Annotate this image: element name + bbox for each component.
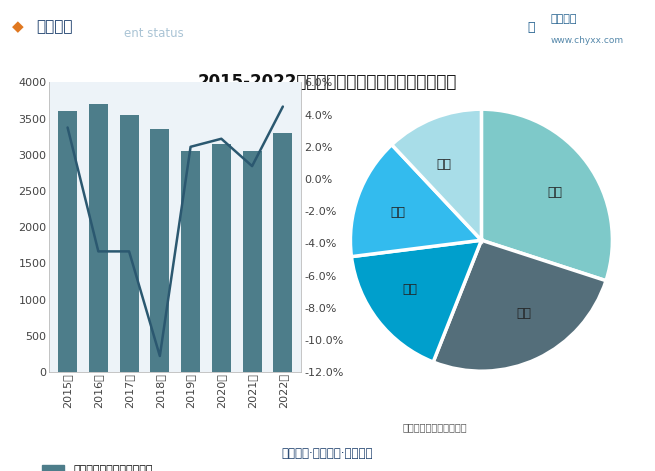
Bar: [181, 151, 200, 372]
Bar: [212, 144, 231, 372]
Text: 2015-2022年全球科学仪器市场规模及区域分布: 2015-2022年全球科学仪器市场规模及区域分布: [198, 73, 457, 91]
Wedge shape: [350, 145, 481, 257]
Bar: [242, 151, 261, 372]
Wedge shape: [433, 240, 606, 371]
Text: ent status: ent status: [124, 27, 184, 40]
Wedge shape: [352, 240, 481, 362]
Text: 其他: 其他: [547, 186, 562, 199]
Bar: [58, 112, 77, 372]
Text: 资料来源：智研咨询整理: 资料来源：智研咨询整理: [403, 422, 468, 432]
Legend: 科学仪器市场规模：亿美元, 增速（%）: 科学仪器市场规模：亿美元, 增速（%）: [42, 464, 153, 471]
Text: 日本: 日本: [436, 158, 451, 171]
Text: 🏢: 🏢: [527, 21, 534, 34]
Text: www.chyxx.com: www.chyxx.com: [550, 35, 624, 45]
Text: 发展现状: 发展现状: [36, 19, 73, 34]
Text: 智研咨询: 智研咨询: [550, 15, 576, 24]
Bar: [150, 130, 170, 372]
Text: ◆: ◆: [12, 19, 24, 34]
Text: 美国: 美国: [516, 307, 531, 320]
Bar: [89, 104, 108, 372]
Text: 欧洲: 欧洲: [402, 284, 417, 296]
Wedge shape: [392, 109, 481, 240]
Text: 精品报告·专项定制·品质服务: 精品报告·专项定制·品质服务: [282, 447, 373, 460]
Bar: [273, 133, 292, 372]
Wedge shape: [481, 109, 612, 281]
Bar: [120, 115, 139, 372]
Text: 中国: 中国: [390, 206, 405, 219]
